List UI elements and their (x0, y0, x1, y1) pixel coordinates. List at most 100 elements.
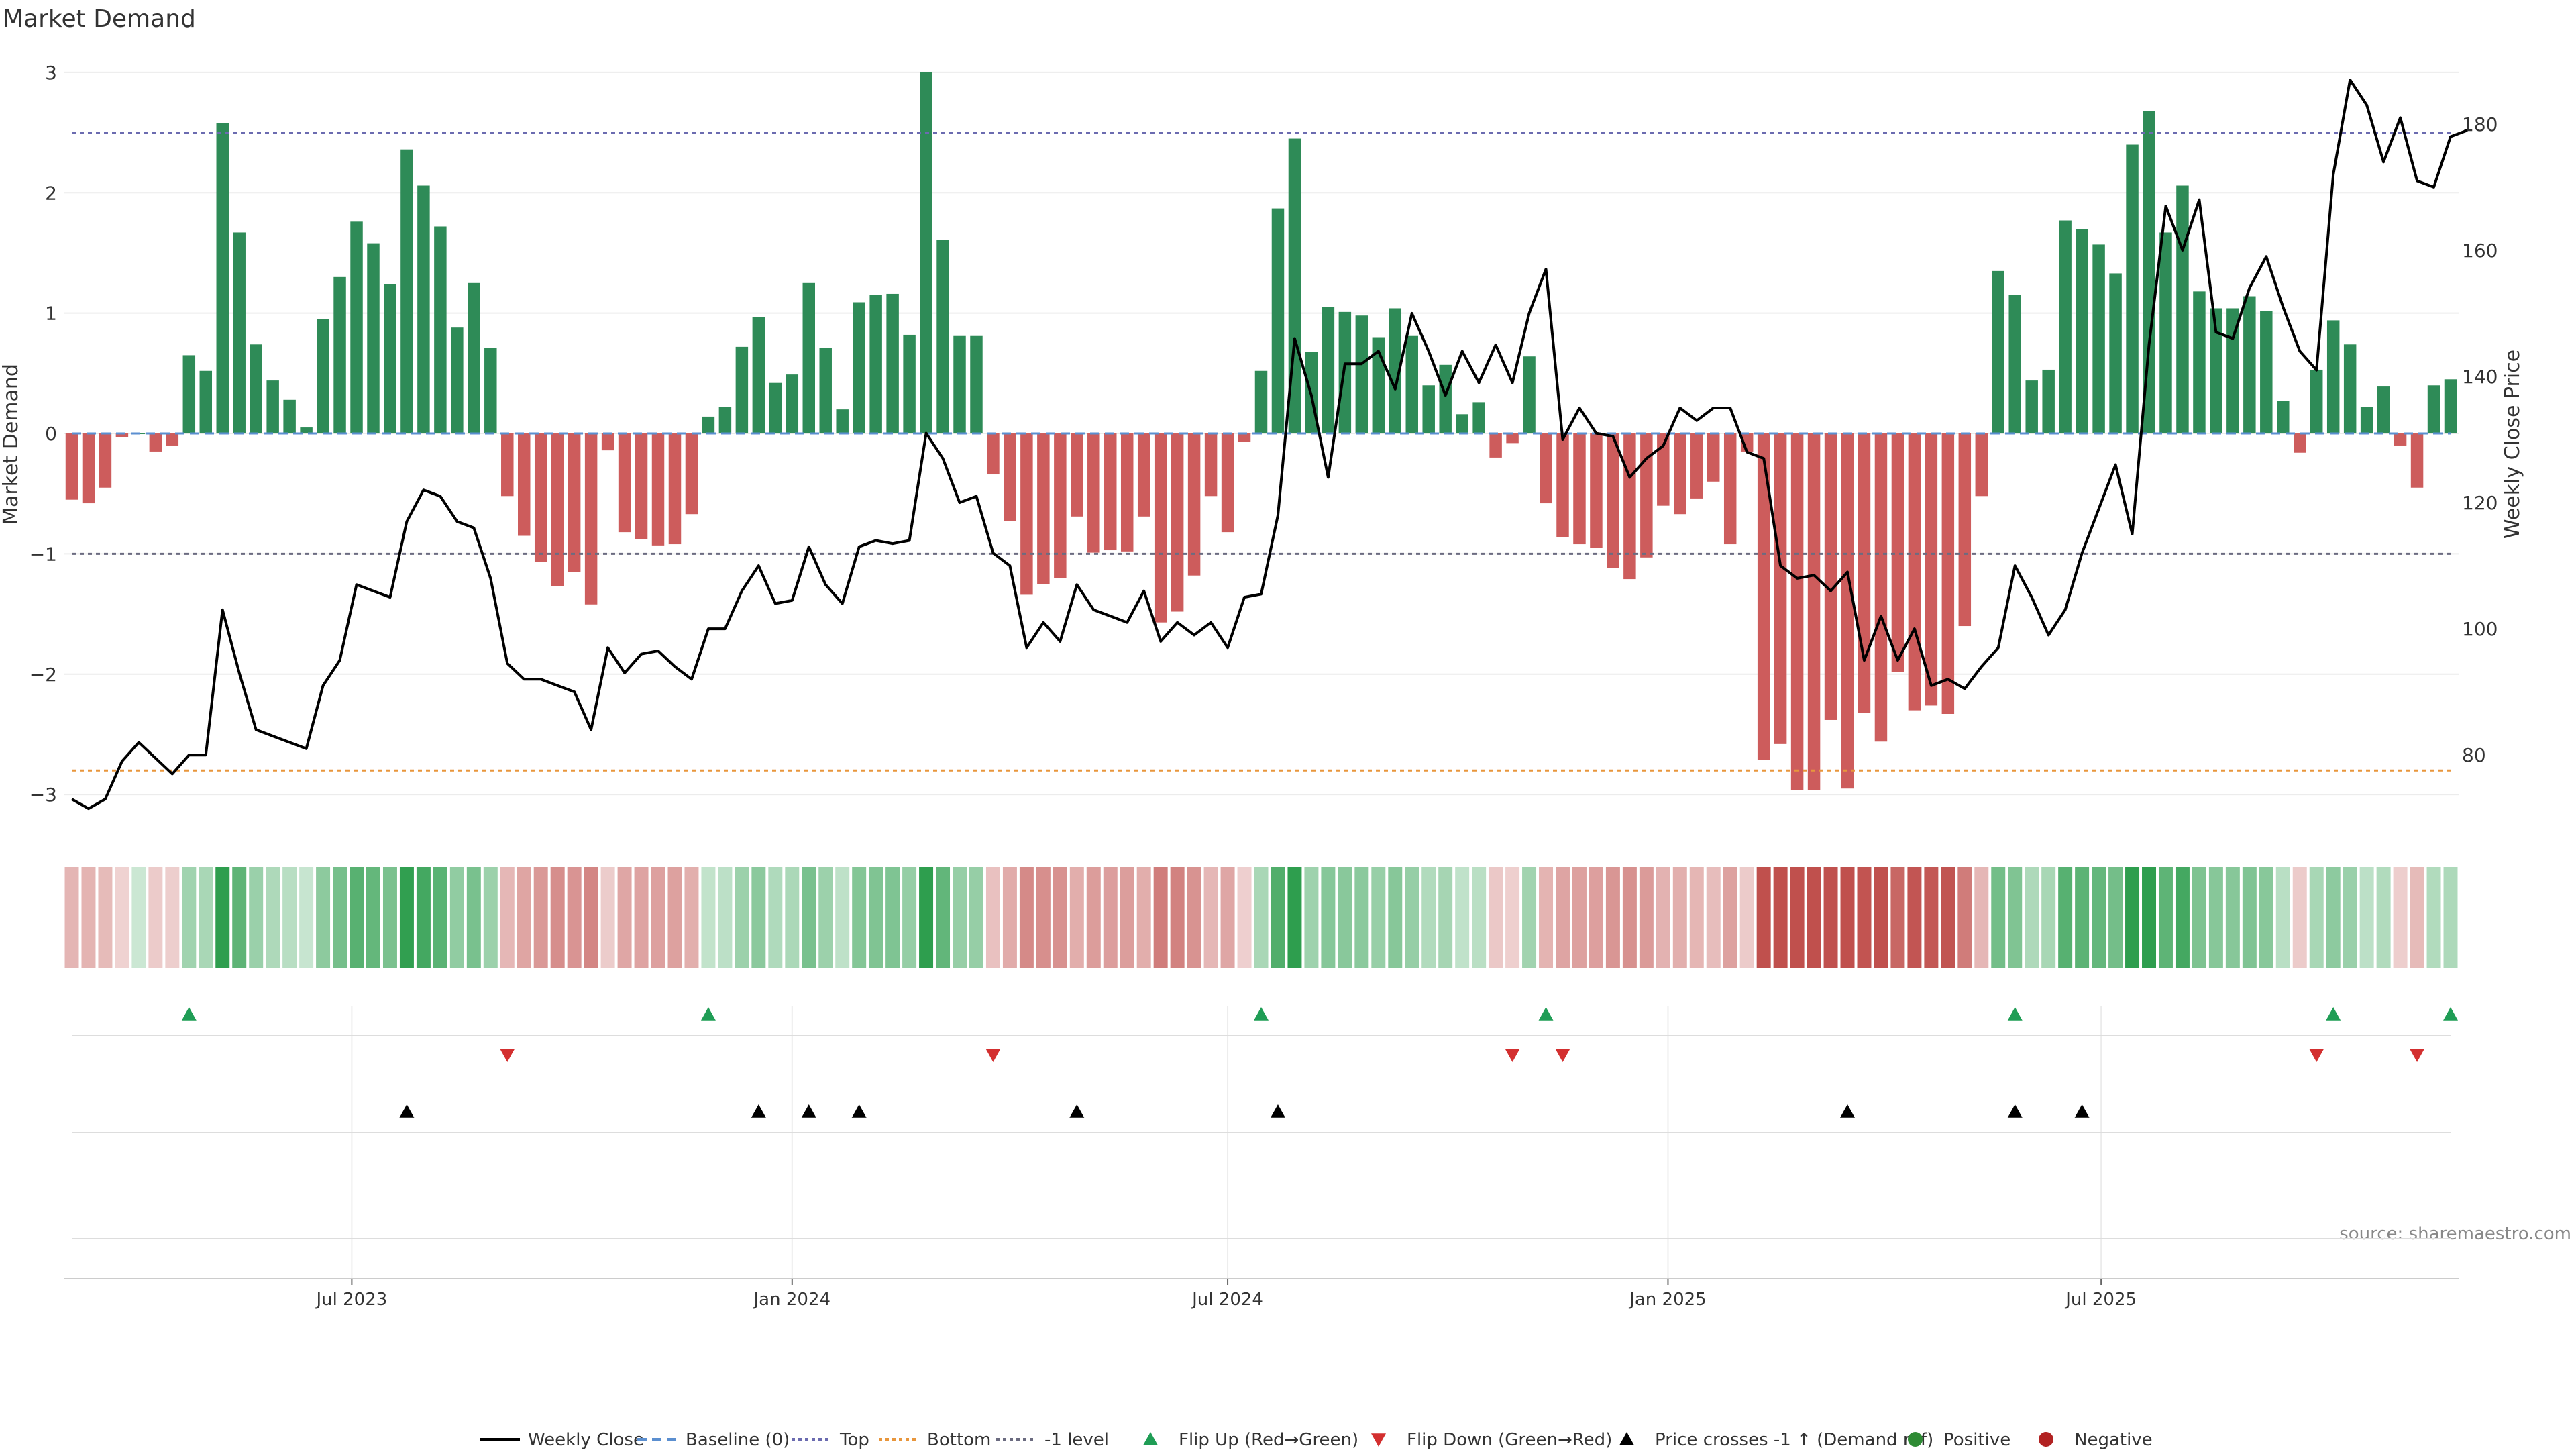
demand-bar (149, 433, 162, 452)
demand-bar (350, 221, 363, 434)
demand-bar (1154, 433, 1167, 623)
y-tick-label: −2 (30, 664, 57, 686)
heat-cell (2158, 867, 2173, 968)
demand-bar (2159, 232, 2172, 434)
heat-cell (1723, 867, 1737, 968)
demand-bar (2076, 229, 2088, 434)
demand-bar (2260, 311, 2273, 434)
demand-bar (1774, 433, 1787, 744)
heat-cell (1472, 867, 1487, 968)
demand-bar (468, 282, 480, 434)
demand-bar (1171, 433, 1184, 612)
demand-bar (651, 433, 665, 546)
demand-bar (819, 348, 832, 434)
heat-cell (919, 867, 934, 968)
heat-cell (1489, 867, 1503, 968)
demand-bar (1439, 364, 1452, 434)
price-cross-marker (2007, 1104, 2023, 1118)
heat-cell (1321, 867, 1336, 968)
demand-bar (384, 284, 396, 434)
demand-bar (1187, 433, 1201, 576)
demand-bar (2427, 385, 2440, 434)
legend-item: Flip Up (Red→Green) (1143, 1430, 1358, 1450)
price-cross-marker (751, 1104, 766, 1118)
heat-cell (1790, 867, 1805, 968)
legend-item: Baseline (0) (637, 1430, 790, 1450)
flip-up-marker (181, 1007, 197, 1021)
heat-cell (449, 867, 464, 968)
heat-cell (500, 867, 515, 968)
heat-cell (869, 867, 883, 968)
heat-cell (2208, 867, 2223, 968)
demand-bar (2176, 185, 2189, 434)
heat-cell (1304, 867, 1319, 968)
demand-bar (1891, 433, 1904, 672)
heat-cell (98, 867, 113, 968)
demand-bar (886, 293, 899, 434)
heat-cell (567, 867, 582, 968)
heat-cell (718, 867, 733, 968)
demand-bars (65, 72, 2457, 790)
heat-cell (350, 867, 364, 968)
demand-bar (2294, 433, 2306, 453)
flip-down-marker (2309, 1049, 2324, 1062)
flip-down-marker (985, 1049, 1001, 1062)
demand-bar (1674, 433, 1686, 515)
heat-cell (885, 867, 900, 968)
demand-bar (2444, 379, 2457, 434)
demand-bar (987, 433, 1000, 475)
heat-cell (2175, 867, 2190, 968)
flip-up-marker (2326, 1007, 2341, 1021)
heat-cell (366, 867, 380, 968)
heat-cell (165, 867, 180, 968)
demand-bar (1824, 433, 1837, 720)
heat-cell (2075, 867, 2090, 968)
demand-bar (317, 319, 329, 434)
heat-cell (333, 867, 347, 968)
demand-bar (1975, 433, 1988, 497)
demand-bar (1104, 433, 1117, 551)
y-tick-label: −1 (30, 543, 57, 565)
demand-bar (2109, 273, 2122, 434)
heat-cell (2443, 867, 2458, 968)
heat-cell (64, 867, 79, 968)
heat-cell (1053, 867, 1067, 968)
demand-bar (501, 433, 514, 497)
demand-bar (266, 380, 279, 434)
heat-cell (1857, 867, 1872, 968)
demand-bar (1221, 433, 1234, 533)
demand-bar (1874, 433, 1888, 742)
demand-bar (685, 433, 698, 515)
demand-bar (1020, 433, 1033, 595)
demand-bar (1925, 433, 1938, 706)
heat-cell (2410, 867, 2424, 968)
heat-cell (1271, 867, 1285, 968)
heat-cell (416, 867, 431, 968)
demand-bar (517, 433, 531, 536)
heat-cell (617, 867, 632, 968)
heat-cell (1438, 867, 1453, 968)
heat-cell (969, 867, 983, 968)
price-cross-marker (1270, 1104, 1285, 1118)
heat-cell (953, 867, 967, 968)
heat-cell (2426, 867, 2441, 968)
legend-label: -1 level (1044, 1430, 1109, 1449)
demand-bar (920, 72, 932, 434)
heat-cell (249, 867, 264, 968)
demand-bar (417, 185, 430, 434)
demand-bar (1757, 433, 1770, 760)
heat-cell (2025, 867, 2039, 968)
heat-cell (1120, 867, 1134, 968)
heat-cell (1522, 867, 1537, 968)
demand-bar (65, 433, 78, 500)
demand-bar (434, 226, 447, 434)
demand-bar (2210, 308, 2222, 434)
demand-bar (1790, 433, 1804, 790)
price-cross-marker (801, 1104, 816, 1118)
heat-cell (1807, 867, 1821, 968)
demand-bar (216, 123, 229, 434)
flip-down-marker (1555, 1049, 1570, 1062)
demand-bar (1137, 433, 1150, 517)
